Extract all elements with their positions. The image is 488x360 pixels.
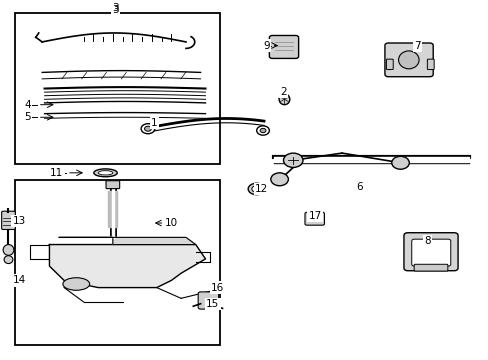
FancyBboxPatch shape [384,43,432,77]
FancyBboxPatch shape [269,36,298,58]
Text: 4: 4 [24,100,31,110]
Circle shape [141,124,155,134]
Ellipse shape [251,186,261,192]
Polygon shape [59,237,195,244]
Bar [15,13,220,164]
FancyBboxPatch shape [305,212,324,225]
Circle shape [144,126,151,131]
Text: 10: 10 [164,218,178,228]
Text: 11: 11 [50,168,63,178]
Text: 3: 3 [112,5,119,15]
Circle shape [260,129,265,133]
Text: 15: 15 [206,299,219,309]
Circle shape [391,156,408,169]
Ellipse shape [279,94,289,105]
Text: 16: 16 [211,283,224,293]
Text: 3: 3 [112,3,119,13]
FancyBboxPatch shape [413,264,447,271]
Ellipse shape [98,171,113,175]
Ellipse shape [94,169,117,177]
Text: 17: 17 [308,211,321,221]
Ellipse shape [247,183,264,195]
Text: 2: 2 [280,87,286,97]
Text: 8: 8 [423,236,430,246]
FancyBboxPatch shape [1,211,15,229]
FancyBboxPatch shape [386,59,392,69]
Ellipse shape [211,283,224,291]
Circle shape [256,126,269,135]
Text: 6: 6 [355,182,362,192]
Circle shape [270,173,288,186]
Polygon shape [49,244,205,288]
Text: 1: 1 [151,118,157,128]
Text: 7: 7 [413,41,420,50]
Circle shape [283,153,303,167]
Text: 13: 13 [13,216,26,226]
FancyBboxPatch shape [403,233,457,271]
Ellipse shape [214,285,221,289]
Ellipse shape [63,278,89,290]
Text: 5: 5 [24,112,31,122]
FancyBboxPatch shape [106,181,120,189]
Bar [15,180,220,345]
Ellipse shape [4,256,13,264]
FancyBboxPatch shape [427,59,433,69]
Ellipse shape [3,244,14,255]
Text: 12: 12 [254,184,267,194]
Ellipse shape [398,51,418,69]
FancyBboxPatch shape [198,292,218,309]
Text: 9: 9 [263,41,269,50]
Text: 14: 14 [13,275,26,285]
FancyBboxPatch shape [411,239,450,266]
